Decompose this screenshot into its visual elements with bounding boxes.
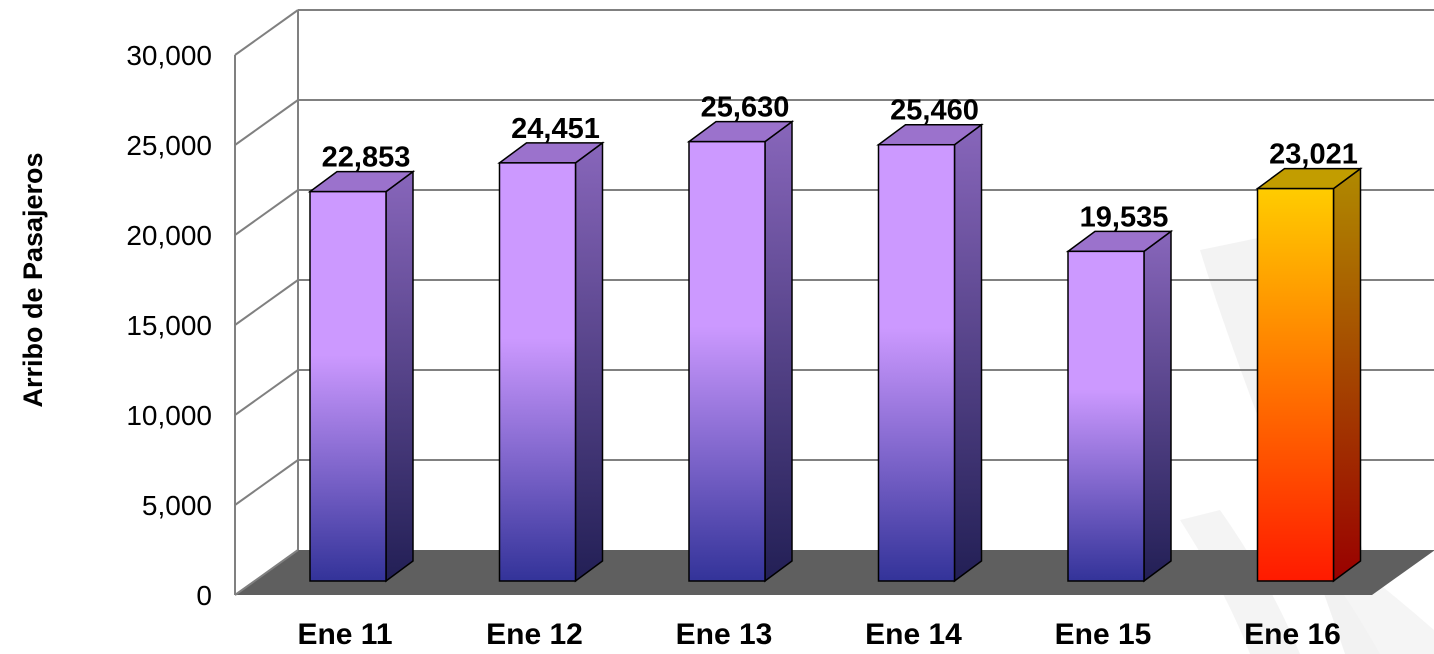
bar-front	[309, 190, 387, 582]
data-label: 19,535	[1080, 201, 1169, 233]
gridline-side	[234, 549, 299, 596]
y-tick-label: 5,000	[142, 490, 212, 521]
x-tick-label: Ene 11	[297, 618, 392, 651]
bar-front	[498, 162, 577, 582]
y-tick-label: 20,000	[126, 220, 212, 251]
gridline-side	[234, 9, 299, 56]
bar-front	[688, 140, 766, 582]
bar-side	[574, 141, 604, 583]
bar-side	[953, 123, 983, 583]
x-tick-label: Ene 12	[486, 618, 583, 651]
x-tick-label: Ene 15	[1055, 618, 1152, 651]
bar	[1065, 229, 1174, 583]
gridline-side	[234, 99, 299, 146]
data-label: 25,460	[890, 95, 979, 127]
data-label: 22,853	[322, 142, 411, 174]
x-tick-label: Ene 14	[865, 618, 962, 651]
labels: 22,853 Ene 11 24,451 Ene 12 25,630 Ene 13 25,4…	[297, 92, 1357, 651]
bar-side	[1143, 229, 1172, 583]
axes: 0 5,000 10,000 15,000 20,000 25,000 30,000	[126, 9, 1434, 611]
y-axis-label: Arribo de Pasajeros	[18, 152, 48, 407]
bars	[307, 120, 1363, 583]
bar-side	[1332, 167, 1362, 583]
data-label: 23,021	[1269, 139, 1358, 171]
bar	[876, 123, 984, 583]
y-tick-label: 10,000	[126, 400, 212, 431]
bar-front	[877, 143, 956, 582]
bar-side	[764, 120, 793, 583]
data-label: 25,630	[701, 92, 790, 124]
x-tick-label: Ene 16	[1244, 618, 1341, 651]
gridline-side	[234, 189, 299, 236]
bar	[686, 120, 795, 583]
y-tick-label: 15,000	[126, 310, 212, 341]
gridline-side	[234, 369, 299, 416]
gridline-side	[234, 279, 299, 326]
y-tick-label: 0	[196, 580, 212, 611]
bar	[1255, 167, 1363, 583]
gridline-side	[234, 459, 299, 506]
bar	[307, 170, 416, 583]
bar-side	[385, 170, 414, 583]
y-tick-label: 25,000	[126, 130, 212, 161]
bar-front	[1067, 250, 1145, 582]
data-label: 24,451	[511, 113, 600, 145]
x-tick-label: Ene 13	[676, 618, 773, 651]
y-tick-label: 30,000	[126, 40, 212, 71]
bar	[497, 141, 605, 583]
bar-front	[1256, 187, 1335, 582]
chart-floor	[235, 550, 1434, 595]
